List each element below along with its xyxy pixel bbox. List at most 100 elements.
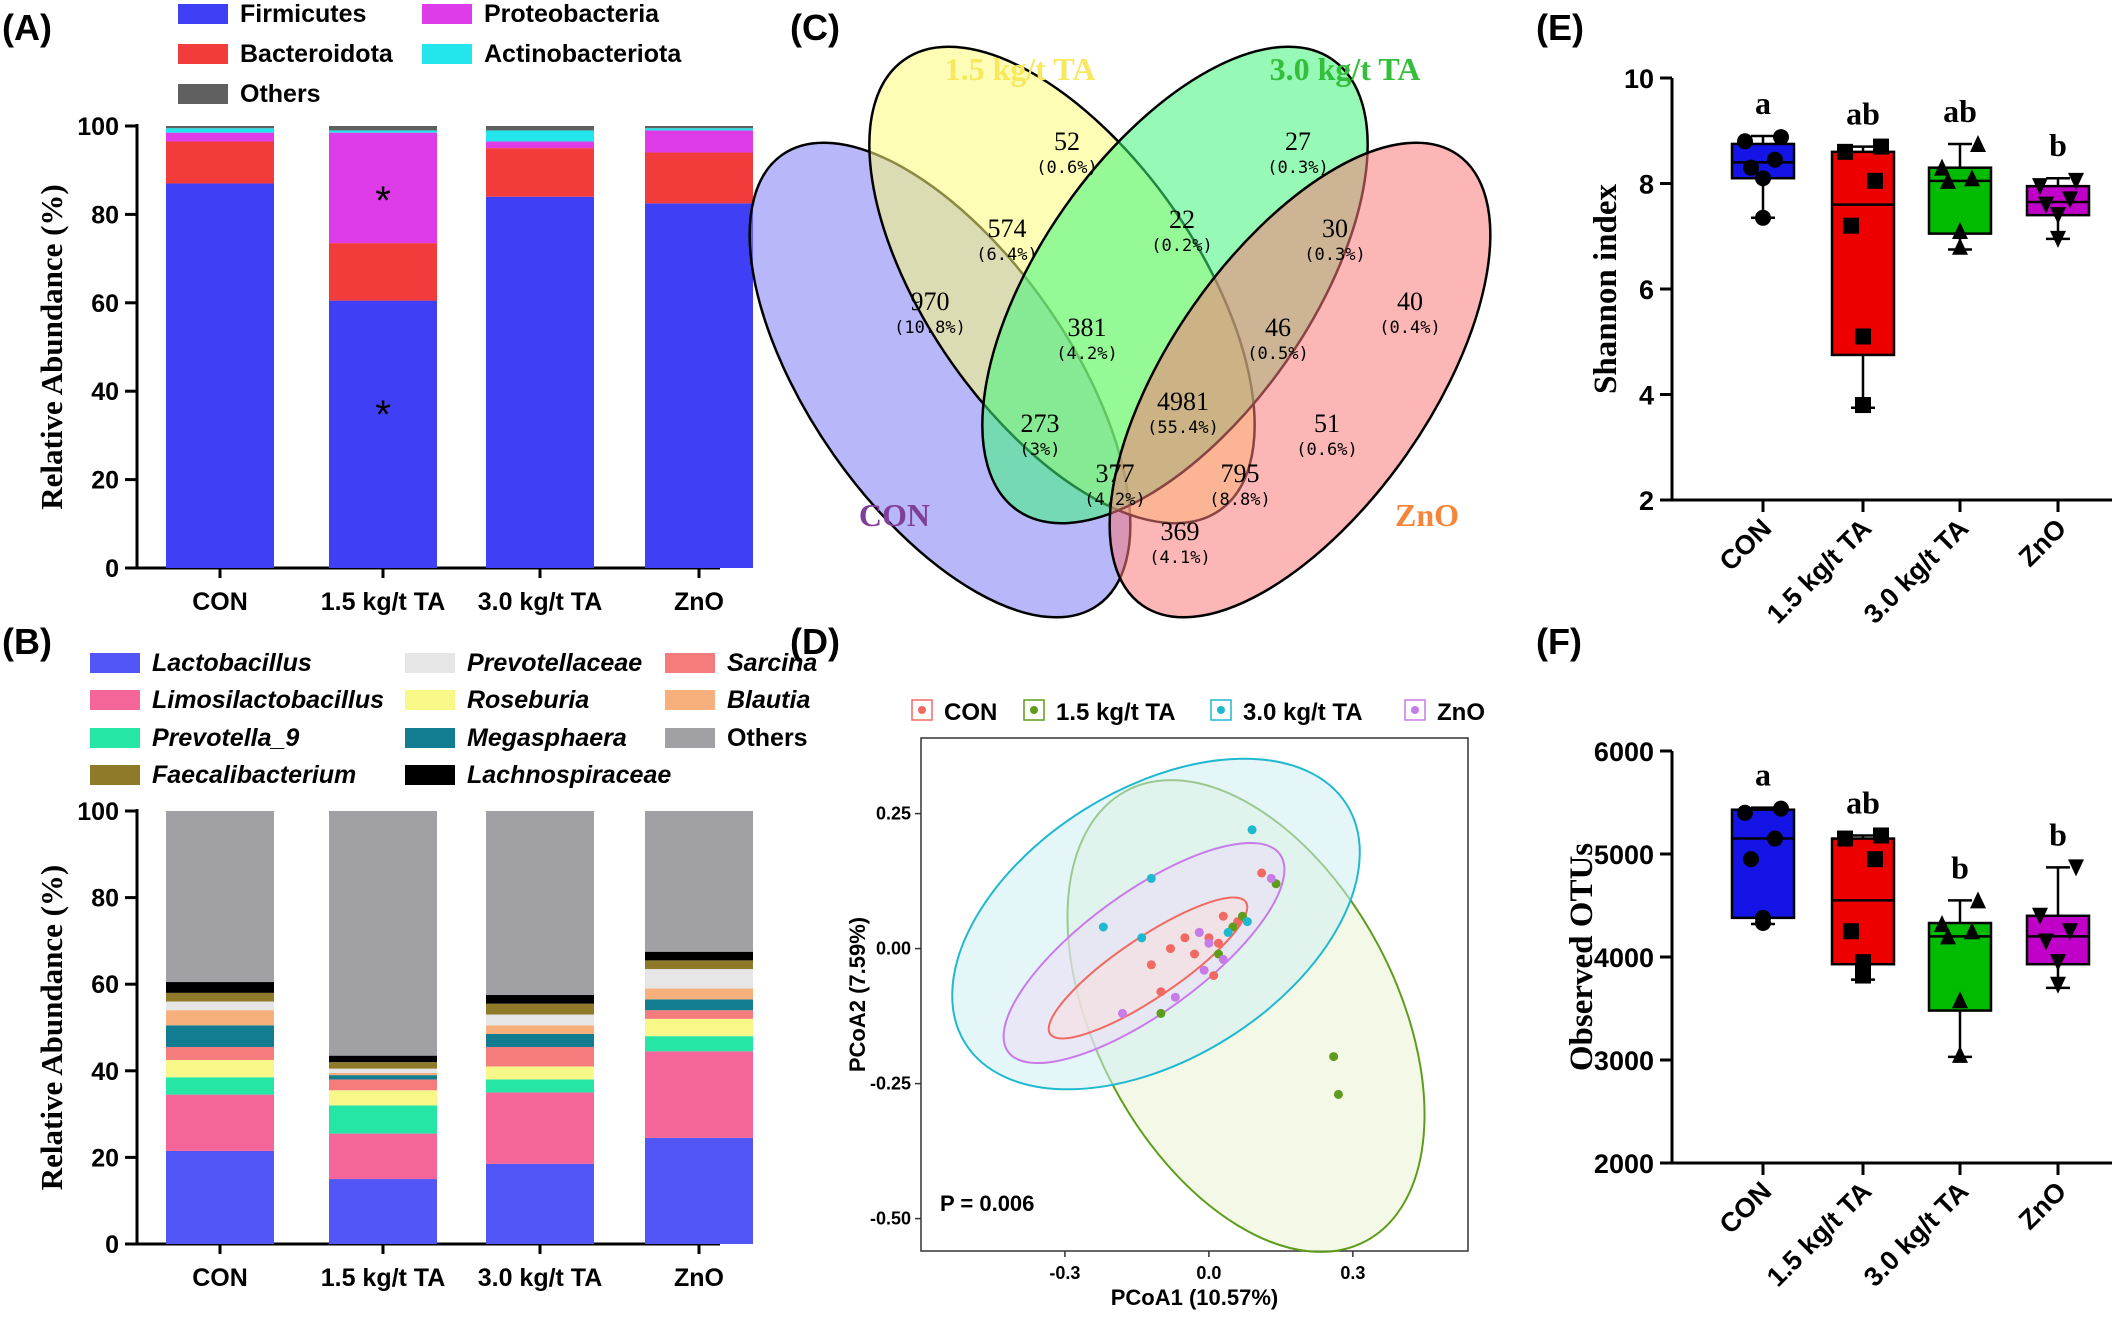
legend-key-3 [1404,699,1426,721]
venn-region-count: 273 [1021,409,1060,438]
bar-segment-7 [329,1068,437,1073]
data-point [1755,170,1771,187]
bar-segment-4 [329,1079,437,1091]
x-tick-label: 3.0 kg/t TA [478,588,603,616]
x-tick-label: CON [192,1264,248,1292]
bar-segment-3 [329,130,437,133]
data-point [1964,922,1980,940]
chart-e-shannon-boxplot: 2 4 6 8 10 Shannon index a CON ab 1.5 kg/t TA ab 3.… [1588,64,2112,629]
data-point [2038,933,2054,951]
x-tick-label: 1.5 kg/t TA [1761,513,1877,629]
x-tick-label: ZnO [674,588,724,616]
data-point [1843,923,1859,940]
legend-label-8: Faecalibacterium [152,761,356,789]
data-point [1767,151,1783,168]
y-tick-label: -0.50 [870,1209,911,1229]
bar-segment-4 [166,126,274,129]
chart-d-pcoa-scatter: CON 1.5 kg/t TA 3.0 kg/t TA ZnO -0.3 0.0 0.3 -0… [845,699,1485,1310]
x-tick-label: 1.5 kg/t TA [321,588,446,616]
legend-swatch-0 [178,4,228,24]
legend-label-1: Bacteroidota [240,40,394,68]
bar-segment-3 [486,1066,594,1080]
bar-segment-2 [486,141,594,149]
venn-region-percent: (0.3%) [1304,245,1365,265]
bar-segment-4 [166,1046,274,1060]
chart-f-otus-boxplot: 2000 3000 4000 5000 6000 Observed OTUs a CON ab 1… [1564,737,2112,1292]
venn-set-label-0: CON [859,497,930,533]
data-point [1940,927,1956,945]
data-point [1934,915,1950,933]
bar-segment-3 [166,128,274,133]
bar-segment-2 [645,1036,753,1052]
bar-segment-8 [486,1003,594,1015]
panel-label-e: (E) [1536,7,1584,48]
bar-segment-5 [166,1025,274,1047]
bar-segment-0 [329,300,437,568]
legend-marker-2 [1217,706,1225,714]
data-point [1952,221,1968,239]
legend-swatch-1 [90,690,140,710]
legend-label-9: Lachnospiraceae [467,761,671,789]
bar-segment-9 [166,982,274,993]
bar-segment-1 [329,1133,437,1180]
venn-region-percent: (3%) [1020,440,1061,460]
box [1730,808,1796,920]
data-point [1964,169,1980,187]
data-point [1867,851,1883,868]
significance-letter: a [1755,757,1771,793]
scatter-point [1146,960,1156,970]
chart-b-genus-stacked-bar: Lactobacillus Limosilactobacillus Prevotel… [34,649,817,1292]
data-point [1843,217,1859,234]
panel-label-f: (F) [1536,621,1582,662]
data-point [1855,967,1871,984]
legend-label-1: 1.5 kg/t TA [1056,699,1176,726]
venn-region-count: 4981 [1157,387,1209,416]
y-tick-label: 60 [91,971,119,999]
data-point [2068,172,2084,190]
venn-region-count: 22 [1169,205,1195,234]
chart-c-venn-diagram: CON 1.5 kg/t TA 3.0 kg/t TA ZnO 970(10.8%) 52… [748,45,1492,619]
x-tick-label: ZnO [2013,513,2072,572]
legend-label-10: Others [727,724,808,752]
x-tick-label: CON [192,588,248,616]
data-point [1873,827,1889,844]
x-tick-label: ZnO [2013,1176,2072,1235]
significance-letter: ab [1846,96,1880,132]
bar-segment-8 [166,992,274,1002]
panel-label-a: (A) [2,7,52,48]
x-tick-label: ZnO [674,1264,724,1292]
venn-set-label-3: ZnO [1395,497,1459,533]
data-point [2050,976,2066,994]
bar-segment-9 [486,995,594,1004]
significance-mark: * [375,179,391,223]
bar-segment-8 [645,960,753,970]
x-tick-label: -0.3 [1049,1263,1080,1283]
y-tick-label: 20 [91,1144,119,1172]
y-tick-label: 3000 [1594,1046,1654,1076]
y-tick-label: 0 [105,1231,119,1259]
legend-swatch-7 [405,653,455,673]
legend-swatch-1 [178,44,228,64]
venn-region-count: 46 [1265,313,1291,342]
legend-label-0: Firmicutes [240,0,366,28]
y-tick-label: -0.25 [870,1074,911,1094]
x-tick-label: 3.0 kg/t TA [478,1264,603,1292]
data-point [1952,1045,1968,1063]
bar-segment-4 [486,1046,594,1067]
y-tick-label: 20 [91,467,119,495]
bar-segment-4 [645,1010,753,1019]
data-point [1755,209,1771,226]
legend-marker-0 [918,706,926,714]
y-tick-label: 4 [1639,381,1654,411]
scatter-point [1218,954,1228,964]
legend-label-1: Limosilactobacillus [152,686,384,714]
venn-region-percent: (0.2%) [1151,236,1212,256]
legend-label-6: Blautia [727,686,810,714]
panel-label-b: (B) [2,621,52,662]
bar-segment-0 [645,203,753,568]
bar-segment-5 [486,1033,594,1047]
y-axis-title: Observed OTUs [1564,843,1600,1071]
bar-segment-6 [166,1010,274,1026]
data-point [1952,991,1968,1009]
